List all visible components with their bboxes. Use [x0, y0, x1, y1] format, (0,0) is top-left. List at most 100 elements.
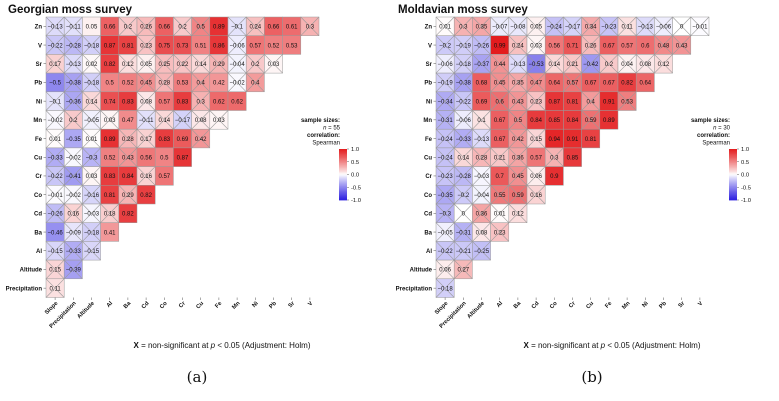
cell-value: 0.22 — [177, 62, 189, 68]
colorbar-segment — [729, 168, 737, 170]
cell-value: 0.05 — [140, 62, 152, 68]
nonsig-cross-line — [63, 35, 83, 55]
legend-text: Spearman — [702, 141, 730, 147]
x-tick-label: Cd — [141, 300, 151, 310]
nonsig-cross-line — [453, 259, 473, 280]
nonsig-cross-line — [82, 147, 101, 167]
heatmap-cell — [544, 166, 564, 186]
colorbar-segment — [729, 169, 737, 172]
nonsig-cross-line — [82, 54, 101, 74]
heatmap-cell — [599, 110, 619, 130]
nonsig-cross-line — [472, 241, 491, 261]
x-tick-label: Slope — [44, 300, 60, 316]
cell-value: −0.22 — [438, 249, 454, 255]
cell-value: 0.35 — [476, 25, 488, 31]
nonsig-cross-line — [453, 241, 473, 261]
cell-value: 0.26 — [140, 25, 152, 31]
nonsig-cross-line — [264, 54, 283, 74]
colorbar-segment — [729, 156, 737, 159]
y-tick-label: Cd — [34, 212, 42, 218]
colorbar-label: -1.0 — [741, 198, 751, 204]
cell-value: 0.03 — [104, 118, 116, 124]
colorbar-segment — [729, 165, 737, 168]
y-tick-label: Cr — [35, 174, 42, 180]
nonsig-cross-line — [435, 241, 455, 261]
cell-value: 0.83 — [122, 99, 134, 105]
cell-value: 0.26 — [585, 43, 597, 49]
cell-value: 0.12 — [658, 62, 670, 68]
colorbar-segment — [729, 174, 737, 177]
cell-value: 0.04 — [621, 62, 633, 68]
nonsig-cross-line — [635, 54, 655, 74]
nonsig-cross-line — [508, 35, 528, 55]
colorbar-label: -0.5 — [741, 185, 751, 191]
colorbar-segment — [729, 150, 737, 152]
nonsig-cross-line — [173, 16, 192, 36]
nonsig-cross-line — [173, 110, 192, 130]
cell-value: −0.09 — [66, 230, 82, 236]
x-tick-label: Mn — [621, 300, 631, 310]
nonsig-cross-line — [136, 35, 156, 55]
nonsig-cross-line — [472, 16, 491, 36]
heatmap-cell — [154, 166, 174, 186]
cell-value: −0.18 — [84, 81, 100, 87]
nonsig-cross-line — [100, 203, 120, 223]
heatmap-cell — [282, 35, 302, 55]
colorbar-segment — [339, 177, 347, 179]
colorbar-segment — [729, 185, 737, 188]
cell-value: 0.57 — [158, 174, 170, 180]
colorbar-segment — [339, 197, 347, 200]
cell-value: −0.33 — [66, 249, 82, 255]
colorbar-segment — [729, 184, 737, 187]
n-symbol: n — [713, 126, 717, 132]
cell-value: 0.74 — [104, 99, 116, 105]
cell-value: 0.3 — [459, 25, 468, 31]
colorbar-segment — [339, 191, 347, 193]
x-tick-label: Pb — [268, 300, 278, 310]
y-tick-label: Pb — [34, 81, 42, 87]
cell-value: −0.18 — [84, 230, 100, 236]
y-tick-label: Ba — [424, 230, 432, 236]
cell-value: −0.39 — [66, 268, 82, 274]
nonsig-cross-line — [490, 54, 510, 74]
nonsig-cross-line — [435, 147, 455, 167]
nonsig-cross-line — [672, 16, 692, 36]
cell-value: 0.53 — [286, 43, 298, 49]
x-tick-label: Fe — [214, 300, 224, 310]
cell-value: 0.44 — [494, 62, 506, 68]
y-tick-label: Cd — [424, 212, 432, 218]
colorbar-segment — [339, 170, 347, 173]
nonsig-cross-line — [45, 91, 65, 111]
cell-value: 0.16 — [67, 212, 79, 218]
cell-value: 0.29 — [213, 62, 225, 68]
n-value: = 30 — [716, 126, 730, 132]
colorbar-segment — [339, 152, 347, 155]
cell-value: 0.3 — [197, 99, 206, 105]
nonsig-cross-line — [300, 16, 320, 36]
cell-value: 0.3 — [550, 155, 559, 161]
nonsig-cross-line — [136, 128, 156, 149]
nonsig-cross-line — [118, 54, 138, 74]
colorbar-segment — [729, 194, 737, 197]
cell-value: 0.91 — [567, 137, 579, 143]
cell-value: 0.15 — [530, 137, 542, 143]
cell-value: 0.17 — [140, 137, 152, 143]
nonsig-cross-line — [544, 147, 564, 167]
cell-value: 0.1 — [477, 118, 486, 124]
cell-value: 0.08 — [140, 99, 152, 105]
nonsig-cross-line — [581, 91, 601, 111]
cell-value: 0.42 — [213, 81, 225, 87]
cell-value: 0.24 — [249, 25, 261, 31]
cell-value: −0.15 — [48, 249, 64, 255]
cell-value: 0.89 — [213, 25, 225, 31]
cell-value: −0.15 — [84, 249, 100, 255]
cell-value: 0.59 — [512, 193, 524, 199]
nonsig-cross-line — [209, 110, 229, 130]
nonsig-cross-line — [63, 185, 83, 205]
colorbar-segment — [729, 182, 737, 184]
nonsig-cross-line — [635, 16, 655, 36]
cell-value: 0.11 — [621, 25, 633, 31]
nonsig-cross-line — [45, 203, 65, 223]
nonsig-cross-line — [100, 110, 120, 130]
nonsig-cross-line — [453, 110, 473, 130]
